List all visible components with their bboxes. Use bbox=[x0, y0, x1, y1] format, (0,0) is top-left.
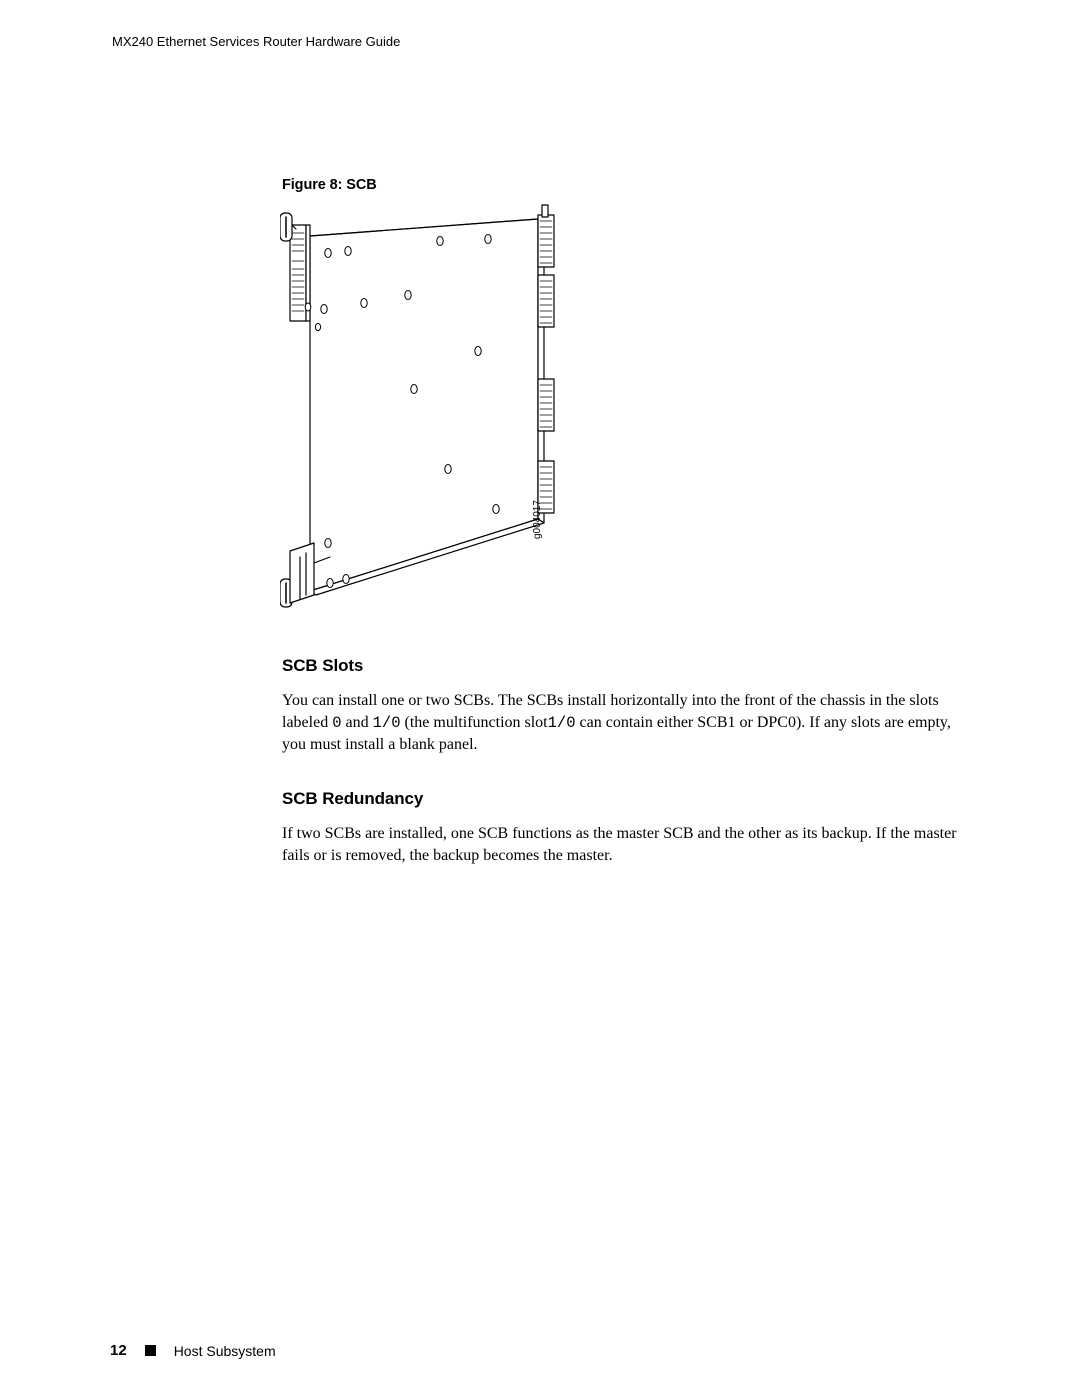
page-footer: 12 Host Subsystem bbox=[110, 1342, 276, 1359]
heading-scb-slots: SCB Slots bbox=[282, 656, 960, 676]
figure-image-id: g004017 bbox=[532, 500, 543, 539]
footer-square-icon bbox=[145, 1345, 156, 1356]
footer-section-label: Host Subsystem bbox=[174, 1343, 276, 1359]
page-number: 12 bbox=[110, 1342, 127, 1359]
inline-code: 1/0 bbox=[373, 714, 401, 732]
paragraph-scb-slots: You can install one or two SCBs. The SCB… bbox=[282, 690, 960, 755]
inline-code: 1/0 bbox=[548, 714, 576, 732]
heading-scb-redundancy: SCB Redundancy bbox=[282, 789, 960, 809]
paragraph-scb-redundancy: If two SCBs are installed, one SCB funct… bbox=[282, 823, 960, 866]
inline-code: 0 bbox=[332, 714, 341, 732]
scb-illustration: g004017 bbox=[280, 203, 566, 613]
running-header: MX240 Ethernet Services Router Hardware … bbox=[112, 34, 980, 49]
figure-scb: g004017 bbox=[280, 203, 960, 618]
figure-caption: Figure 8: SCB bbox=[282, 177, 960, 193]
